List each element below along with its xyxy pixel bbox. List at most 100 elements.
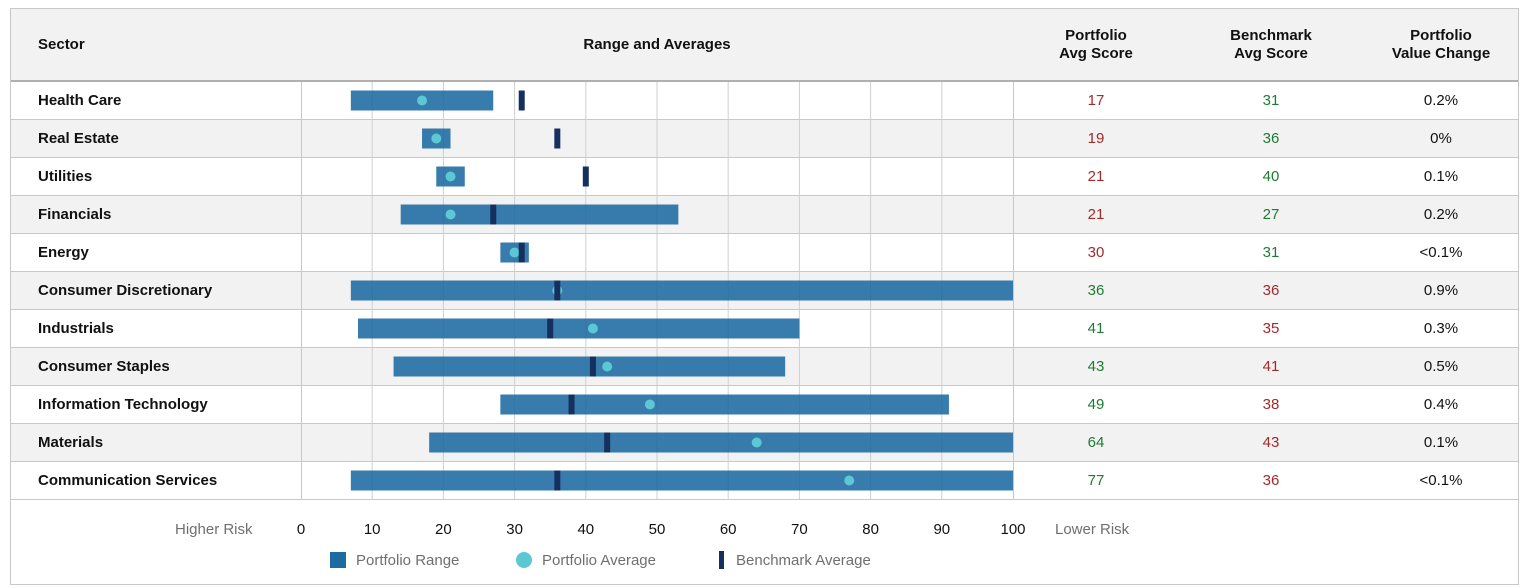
column-divider [301,158,302,195]
portfolio-value-change: 0.3% [1423,320,1459,337]
column-divider [301,234,302,271]
portfolio-average-dot [751,437,762,448]
legend-bench: Benchmark Average [715,550,871,570]
column-divider [1013,82,1014,119]
range-plot [350,82,1014,499]
portfolio-average-dot [445,209,456,220]
axis-tick-label: 20 [435,521,452,538]
portfolio-range-bar [500,394,949,415]
sector-name: Real Estate [38,130,119,147]
portfolio-value-change: 0.4% [1423,396,1459,413]
column-divider [1013,348,1014,385]
sector-name: Utilities [38,168,93,185]
legend-range-label: Portfolio Range [356,551,460,569]
portfolio-range-bar [400,204,679,225]
table-row: Industrials 41 35 0.3% [11,310,1518,348]
table-row: Consumer Discretionary 36 36 0.9% [11,272,1518,310]
table-row: Utilities 21 40 0.1% [11,158,1518,196]
benchmark-average-marker [604,432,611,453]
column-divider [1013,196,1014,233]
table-row: Communication Services 77 36 <0.1% [11,462,1518,500]
benchmark-avg-score: 27 [1262,206,1280,223]
portfolio-range-bar [357,318,800,339]
portfolio-value-change: 0% [1430,130,1452,147]
portfolio-avg-score: 64 [1087,434,1105,451]
benchmark-average-marker [518,90,525,111]
legend-avg-label: Portfolio Average [542,551,656,569]
column-divider [1013,386,1014,423]
axis-tick-label: 100 [1000,521,1026,538]
column-divider [1013,424,1014,461]
portfolio-value-change: 0.2% [1423,206,1459,223]
portfolio-avg-score: 77 [1087,472,1105,489]
column-divider [301,196,302,233]
portfolio-value-change: 0.2% [1423,92,1459,109]
benchmark-average-marker [518,242,525,263]
portfolio-range-bar [350,470,1014,491]
column-divider [1013,272,1014,309]
axis-tick-label: 30 [506,521,523,538]
header-range: Range and Averages [301,9,1013,80]
portfolio-value-change: 0.9% [1423,282,1459,299]
portfolio-range-bar [393,356,786,377]
column-divider [301,348,302,385]
header-benchmark-avg-line1: Benchmark [1230,26,1312,44]
column-divider [301,386,302,423]
benchmark-avg-score: 35 [1262,320,1280,337]
benchmark-avg-score: 36 [1262,282,1280,299]
table-row: Financials 21 27 0.2% [11,196,1518,234]
portfolio-avg-score: 21 [1087,168,1105,185]
table-row: Real Estate 19 36 0% [11,120,1518,158]
sector-name: Energy [38,244,89,261]
benchmark-average-marker [490,204,497,225]
axis-right-label: Lower Risk [1055,521,1130,538]
column-divider [301,272,302,309]
column-divider [1013,310,1014,347]
benchmark-avg-score: 31 [1262,92,1280,109]
axis-tick-label: 50 [648,521,666,538]
portfolio-range-bar [350,280,1014,301]
axis-tick-label: 40 [577,521,595,538]
benchmark-average-marker [554,280,561,301]
portfolio-average-dot [445,171,456,182]
header-sector-label: Sector [38,35,85,53]
portfolio-average-dot [587,323,598,334]
sector-name: Consumer Staples [38,358,170,375]
benchmark-avg-score: 31 [1262,244,1280,261]
benchmark-avg-score: 36 [1262,472,1280,489]
portfolio-avg-score: 41 [1087,320,1105,337]
table-row: Information Technology 49 38 0.4% [11,386,1518,424]
sector-name: Materials [38,434,104,451]
header-value-change-line2: Value Change [1391,44,1491,62]
sector-score-table: Sector Range and Averages Portfolio Avg S… [10,8,1519,585]
sector-name: Industrials [38,320,114,337]
legend-avg: Portfolio Average [516,550,656,570]
header-sector: Sector [38,9,85,80]
table-header: Sector Range and Averages Portfolio Avg S… [11,9,1518,82]
portfolio-avg-score: 49 [1087,396,1105,413]
column-divider [301,424,302,461]
table-row: Health Care 17 31 0.2% [11,82,1518,120]
column-divider [1013,462,1014,499]
axis-tick-label: 0 [296,521,306,538]
portfolio-value-change: 0.1% [1423,434,1459,451]
benchmark-avg-score: 36 [1262,130,1280,147]
legend-range: Portfolio Range [330,550,459,570]
benchmark-average-marker [582,166,589,187]
legend-avg-swatch [516,552,532,568]
legend-range-swatch [330,552,346,568]
header-portfolio-avg-line2: Avg Score [1059,44,1133,62]
portfolio-value-change: <0.1% [1419,472,1463,489]
axis-left-label: Higher Risk [175,521,253,538]
header-range-label: Range and Averages [583,35,731,53]
header-benchmark-avg-line2: Avg Score [1234,44,1308,62]
axis-tick-label: 70 [791,521,808,538]
header-value-change-line1: Portfolio [1410,26,1472,44]
portfolio-value-change: 0.5% [1423,358,1459,375]
header-value-change: Portfolio Value Change [1371,9,1511,80]
portfolio-average-dot [644,399,655,410]
header-portfolio-avg-line1: Portfolio [1065,26,1127,44]
sector-name: Health Care [38,92,122,109]
sector-name: Financials [38,206,112,223]
benchmark-average-marker [554,128,561,149]
